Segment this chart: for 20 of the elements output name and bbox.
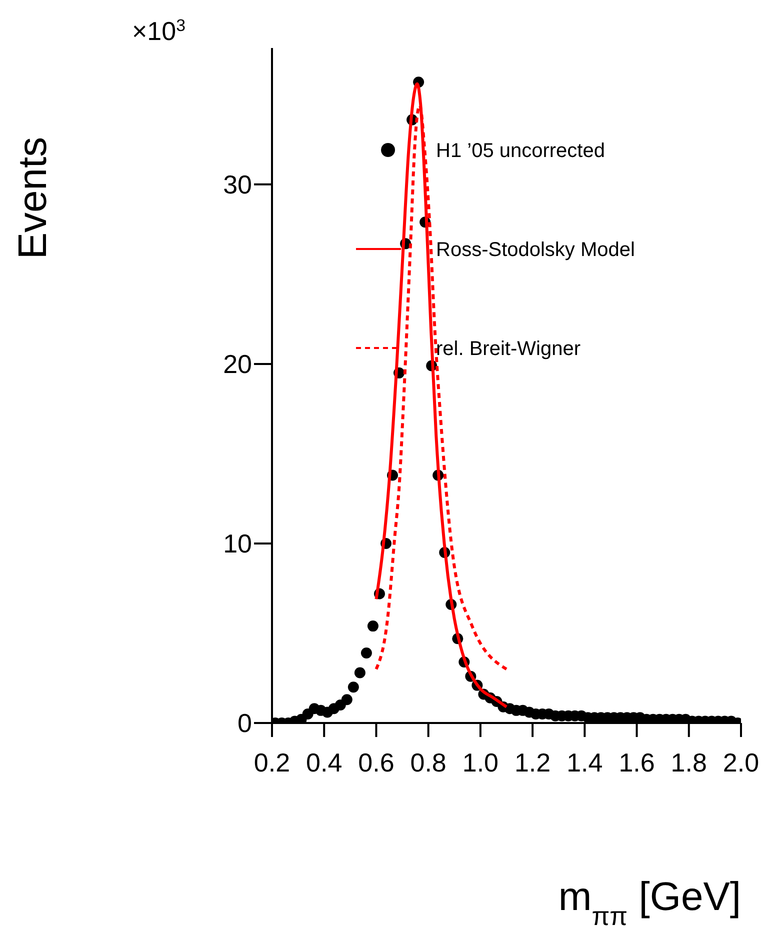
- x-tick-label: 0.2: [254, 747, 290, 778]
- y-tick-label: 20: [223, 349, 252, 380]
- x-tick-label: 1.4: [566, 747, 603, 778]
- x-tick-label: 0.8: [410, 747, 446, 778]
- x-tick-label: 1.0: [462, 747, 499, 778]
- legend-label: rel. Breit-Wigner: [436, 338, 581, 360]
- x-tick-label: 1.6: [618, 747, 655, 778]
- text: ×10$^{3}$: [132, 16, 186, 46]
- legend-label: H1 ’05 uncorrected: [436, 140, 605, 162]
- x-tick-label: 1.2: [514, 747, 551, 778]
- x-tick-label: 1.8: [670, 747, 707, 778]
- x-tick-label: 2.0: [722, 747, 760, 778]
- x-tick-label: 0.6: [358, 747, 394, 778]
- legend-label: Ross-Stodolsky Model: [436, 239, 635, 261]
- x-tick-label: 0.4: [306, 747, 342, 778]
- x-axis-title: m$_{ππ}$ [GeV]: [558, 875, 741, 931]
- y-tick-label: 10: [223, 528, 252, 559]
- y-tick-label: 30: [223, 170, 252, 200]
- y-axis-title: Events: [11, 136, 55, 260]
- y-tick-label: 0: [238, 708, 252, 738]
